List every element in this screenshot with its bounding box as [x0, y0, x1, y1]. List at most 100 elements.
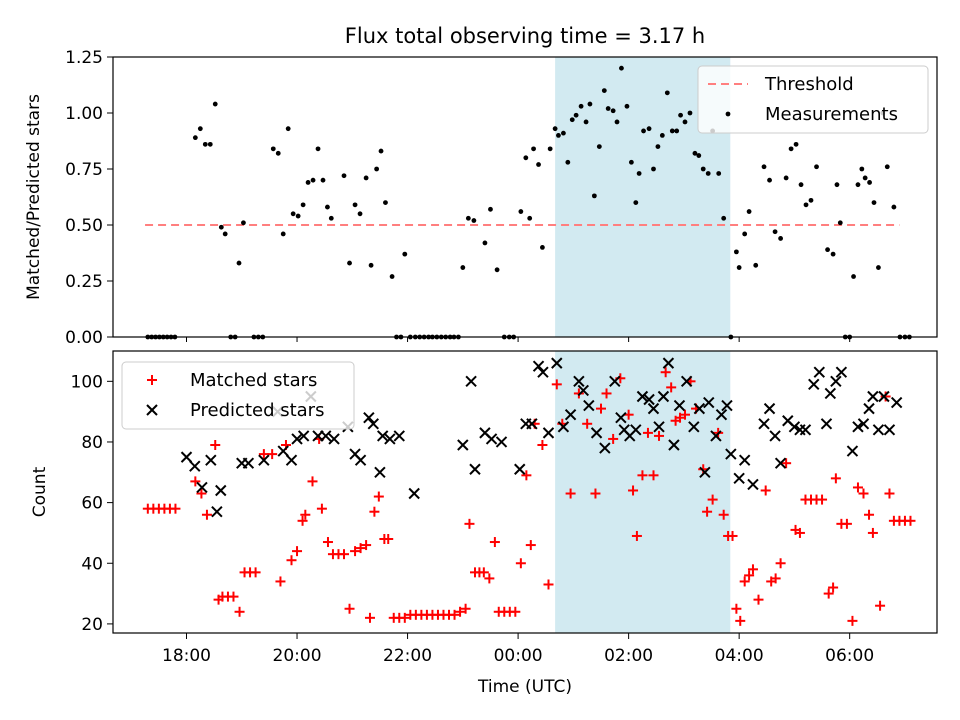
count-panel: 20 40 60 80 100 18:00 20:00 22:00 00:00 02:00 04:…	[30, 350, 938, 697]
predicted-star-point	[469, 463, 481, 475]
predicted-star-point	[846, 445, 859, 457]
matched-star-point	[718, 509, 729, 520]
predicted-star-point	[542, 427, 555, 439]
matched-star-point	[867, 527, 878, 538]
predicted-star-point	[758, 418, 770, 430]
matched-star-point	[852, 482, 863, 493]
matched-star-point	[449, 609, 460, 620]
matched-star-point	[267, 449, 278, 460]
count-points	[142, 357, 916, 626]
matched-star-point	[551, 379, 562, 390]
predicted-star-point	[693, 402, 706, 415]
predicted-star-mark-b	[703, 396, 715, 409]
matched-star-point	[250, 567, 261, 578]
measurement-point	[236, 260, 242, 266]
measurement-point	[793, 141, 799, 147]
measurement-point	[523, 155, 529, 161]
predicted-star-point	[636, 390, 649, 403]
predicted-star-mark-b	[763, 402, 776, 415]
predicted-star-point	[205, 454, 217, 466]
measurement-point	[527, 215, 533, 221]
predicted-star-mark-b	[526, 418, 538, 430]
matched-star-point	[747, 564, 758, 575]
measurement-point	[834, 182, 840, 188]
measurement-point	[547, 146, 553, 152]
predicted-star-mark-b	[564, 408, 577, 421]
predicted-star-point	[590, 427, 603, 439]
predicted-star-point	[852, 421, 864, 433]
predicted-star-point	[647, 402, 660, 415]
predicted-star-point	[835, 366, 848, 378]
matched-star-point	[608, 433, 619, 444]
ratio-panel: 0.00 0.25 0.50 0.75 1.00 1.25 Matched/Predict…	[24, 48, 938, 348]
predicted-star-point	[551, 357, 563, 369]
measurement-point	[624, 103, 630, 109]
measurement-point	[460, 265, 466, 270]
count-x-tick-label: 04:00	[715, 646, 764, 666]
matched-legend-label: Matched stars	[190, 370, 317, 391]
count-x-axis-label: Time (UTC)	[477, 677, 572, 697]
predicted-star-mark-b	[680, 375, 693, 388]
predicted-star-point	[609, 375, 621, 388]
measurement-point	[655, 144, 661, 150]
measurement-point	[862, 175, 868, 181]
predicted-star-point	[883, 424, 896, 436]
predicted-star-mark-b	[551, 357, 563, 369]
predicted-star-point	[215, 484, 227, 497]
measurement-point	[788, 146, 794, 152]
measurement-point	[871, 200, 877, 206]
measurement-point	[614, 119, 620, 125]
measurement-point	[891, 204, 897, 210]
measurement-point	[241, 220, 246, 226]
predicted-star-point	[384, 433, 396, 445]
predicted-star-point	[374, 466, 386, 478]
predicted-star-point	[577, 384, 590, 397]
predicted-star-mark-b	[215, 484, 227, 497]
measurement-point	[610, 108, 616, 114]
measurement-point	[569, 117, 575, 123]
matched-star-point	[702, 506, 713, 517]
predicted-star-mark-b	[820, 418, 833, 430]
predicted-legend-label: Predicted stars	[190, 400, 324, 421]
measurement-point	[465, 215, 471, 221]
predicted-star-point	[830, 375, 842, 388]
predicted-star-point	[485, 433, 498, 445]
measurement-point	[280, 231, 286, 237]
ratio-y-tick-label: 0.50	[65, 216, 103, 236]
predicted-star-point	[393, 430, 405, 442]
predicted-star-mark-b	[609, 375, 621, 388]
predicted-star-point	[196, 481, 208, 494]
matched-star-point	[679, 409, 690, 420]
measurement-point	[696, 153, 702, 158]
measurement-point	[315, 146, 321, 152]
count-x-tick-label: 20:00	[273, 646, 322, 666]
predicted-star-point	[457, 439, 469, 451]
ratio-y-axis-label: Matched/Predicted stars	[24, 94, 44, 300]
predicted-star-point	[715, 408, 728, 421]
matched-star-point	[196, 488, 207, 499]
matched-star-point	[383, 534, 394, 544]
predicted-star-mark-b	[725, 448, 737, 460]
matched-star-point	[707, 494, 718, 505]
matched-star-point	[648, 470, 659, 481]
predicted-star-point	[872, 424, 885, 436]
predicted-star-mark-b	[583, 399, 595, 412]
predicted-star-mark-b	[297, 430, 310, 442]
predicted-star-point	[277, 445, 289, 457]
predicted-star-mark-b	[242, 457, 255, 469]
measurement-point	[270, 146, 276, 152]
matched-star-point	[735, 615, 746, 626]
predicted-star-point	[725, 448, 737, 460]
predicted-star-point	[738, 454, 751, 466]
predicted-star-mark-b	[285, 454, 298, 466]
matched-star-point	[344, 603, 355, 614]
measurement-point	[218, 224, 224, 230]
measurement-point	[669, 128, 675, 134]
predicted-star-mark-b	[189, 460, 201, 472]
matched-star-point	[880, 391, 891, 402]
predicted-star-mark-b	[668, 439, 680, 451]
matched-star-point	[582, 418, 593, 429]
measurement-point	[651, 166, 656, 172]
measurement-point	[859, 166, 865, 172]
count-y-ticks: 20 40 60 80 100	[71, 372, 113, 635]
